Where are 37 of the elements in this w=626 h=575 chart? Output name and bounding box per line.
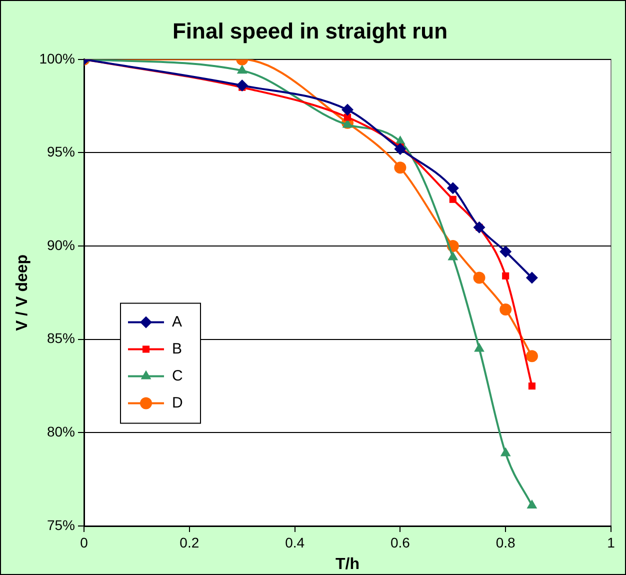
y-tick-label: 90% bbox=[46, 236, 76, 253]
y-tick-label: 100% bbox=[39, 50, 76, 66]
point bbox=[500, 447, 511, 456]
point bbox=[526, 499, 538, 508]
point bbox=[526, 272, 538, 284]
chart-title: Final speed in straight run bbox=[172, 18, 448, 44]
point bbox=[500, 246, 512, 258]
y-tick-label: 75% bbox=[46, 516, 76, 533]
point bbox=[473, 272, 486, 284]
legend-label: B bbox=[172, 340, 182, 358]
point bbox=[474, 342, 484, 352]
y-tick-label: 80% bbox=[46, 424, 76, 440]
point bbox=[500, 304, 512, 316]
x-tick-label: 0.4 bbox=[285, 534, 305, 550]
point bbox=[449, 196, 456, 203]
point bbox=[236, 80, 248, 92]
point bbox=[528, 382, 536, 390]
point bbox=[394, 162, 406, 174]
legend-label: A bbox=[172, 313, 182, 330]
point bbox=[448, 251, 458, 260]
y-tick-label: 85% bbox=[46, 330, 76, 346]
x-tick-label: 0.8 bbox=[496, 534, 516, 550]
x-tick-label: 0 bbox=[80, 534, 88, 550]
y-tick-label: 95% bbox=[46, 144, 76, 160]
legend-label: C bbox=[172, 367, 184, 384]
point bbox=[473, 221, 486, 234]
point bbox=[446, 182, 459, 194]
x-axis-title: T/h bbox=[336, 556, 360, 573]
legend-label: D bbox=[172, 394, 184, 412]
x-tick-label: 0.2 bbox=[180, 534, 200, 550]
point bbox=[502, 272, 510, 280]
x-tick-label: 0.6 bbox=[390, 534, 410, 550]
point bbox=[526, 350, 538, 362]
x-tick-label: 1 bbox=[607, 534, 616, 550]
point bbox=[342, 104, 354, 116]
point bbox=[394, 142, 406, 155]
y-axis-title: V / V deep bbox=[14, 254, 32, 331]
